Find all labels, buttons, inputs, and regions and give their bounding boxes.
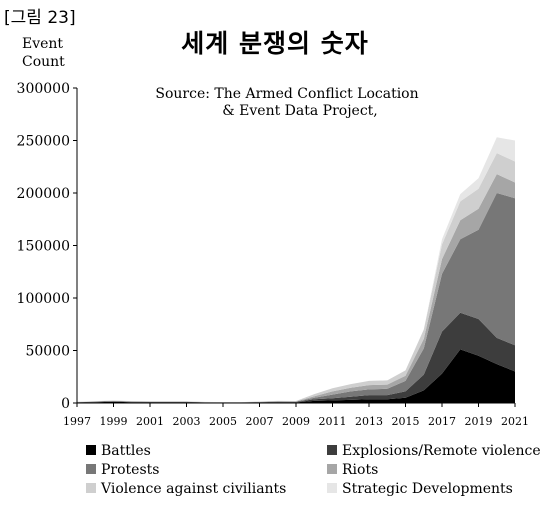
legend-swatch <box>327 483 337 493</box>
legend-label: Battles <box>101 443 151 459</box>
figure-number: [그림 23] <box>4 8 76 28</box>
y-axis-label-line: Event <box>22 36 64 52</box>
y-tick-label: 150000 <box>17 239 70 255</box>
y-tick-label: 200000 <box>17 186 70 202</box>
legend-swatch <box>86 464 96 474</box>
y-axis-label-line: Count <box>22 54 65 70</box>
x-tick-label: 2009 <box>282 415 310 428</box>
x-tick-label: 2019 <box>465 415 493 428</box>
x-tick-label: 2001 <box>136 415 164 428</box>
x-tick-label: 1999 <box>100 415 128 428</box>
legend-item: Explosions/Remote violence <box>327 442 541 460</box>
legend-item: Strategic Developments <box>327 480 513 498</box>
y-tick-label: 300000 <box>17 81 70 97</box>
x-tick-label: 2007 <box>246 415 274 428</box>
y-axis-label: Event Count <box>22 35 65 71</box>
legend-label: Violence against civiliants <box>101 481 287 497</box>
legend-label: Explosions/Remote violence <box>342 443 541 459</box>
x-tick-label: 2015 <box>392 415 420 428</box>
y-tick-label: 50000 <box>25 344 70 360</box>
stacked-area-chart: 0 50000 100000 150000 200000 250000 300000 1997… <box>17 81 529 428</box>
y-tick-label: 250000 <box>17 134 70 150</box>
x-tick-label: 2011 <box>319 415 347 428</box>
x-tick-label: 2017 <box>428 415 456 428</box>
area-battles <box>77 349 515 403</box>
x-tick-label: 2021 <box>501 415 529 428</box>
y-tick-label: 100000 <box>17 291 70 307</box>
legend-label: Strategic Developments <box>342 481 513 497</box>
legend-swatch <box>86 483 96 493</box>
legend-label: Protests <box>101 462 160 478</box>
area-explosions-remote-violence <box>77 312 515 403</box>
x-tick-label: 2005 <box>209 415 237 428</box>
legend-item: Protests <box>86 461 159 479</box>
x-tick-label: 2003 <box>173 415 201 428</box>
legend-swatch <box>327 464 337 474</box>
legend-item: Battles <box>86 442 151 460</box>
chart-title: 세계 분쟁의 숫자 <box>181 29 369 58</box>
legend-item: Riots <box>327 461 378 479</box>
source-annotation-line: & Event Data Project, <box>222 103 378 119</box>
source-annotation-line: Source: The Armed Conflict Location <box>155 86 418 102</box>
x-tick-label: 2013 <box>355 415 383 428</box>
legend-swatch <box>86 445 96 455</box>
y-tick-label: 0 <box>61 396 70 412</box>
x-tick-label: 1997 <box>63 415 91 428</box>
legend-item: Violence against civiliants <box>86 480 286 498</box>
legend-label: Riots <box>342 462 379 478</box>
legend-swatch <box>327 445 337 455</box>
